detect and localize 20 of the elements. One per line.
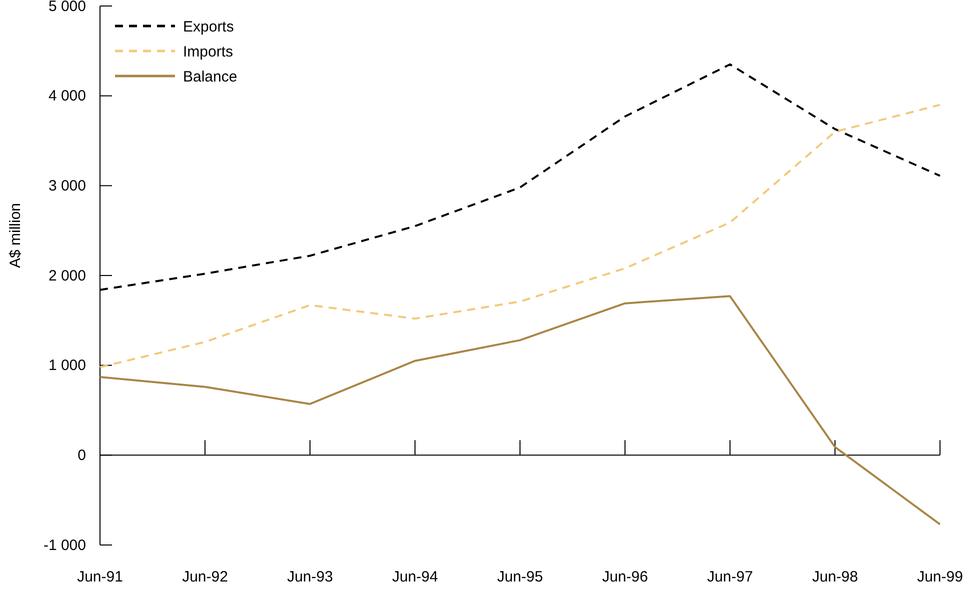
x-tick-label: Jun-99 [917, 568, 963, 586]
x-tick-label: Jun-92 [182, 568, 228, 586]
x-tick-label: Jun-95 [497, 568, 543, 586]
y-tick-label: 3 000 [48, 177, 86, 194]
y-tick-label: 5 000 [48, 0, 86, 15]
x-tick-label: Jun-91 [77, 568, 123, 586]
legend-label: Imports [183, 43, 234, 60]
x-tick-label: Jun-98 [812, 568, 858, 586]
y-axis-title: A$ million [7, 202, 24, 268]
legend-label: Exports [183, 18, 234, 36]
y-tick-label: 4 000 [48, 88, 86, 105]
y-tick-label: 2 000 [48, 267, 86, 284]
legend-label: Balance [183, 68, 238, 86]
y-tick-label: -1 000 [43, 536, 86, 554]
x-tick-label: Jun-93 [287, 568, 333, 586]
x-tick-label: Jun-96 [602, 568, 648, 586]
y-tick-label: 1 000 [48, 357, 86, 374]
x-tick-label: Jun-94 [392, 568, 438, 586]
y-tick-label: 0 [78, 446, 86, 464]
x-tick-label: Jun-97 [707, 568, 753, 586]
